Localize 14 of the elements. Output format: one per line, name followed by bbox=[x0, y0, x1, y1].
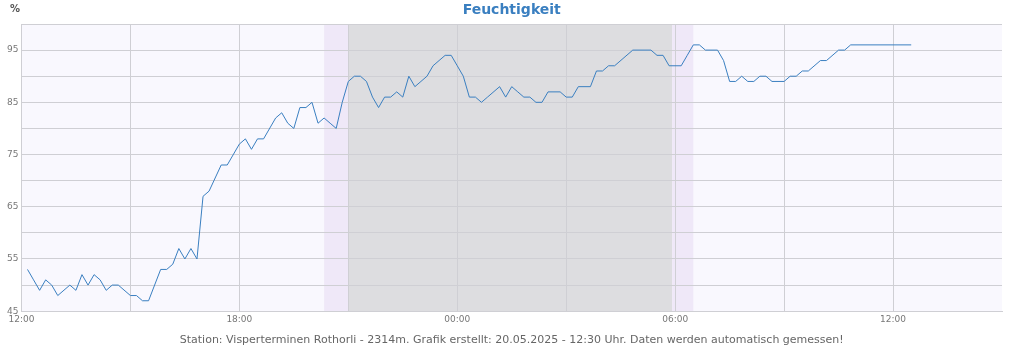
y-tick-label: 85 bbox=[7, 96, 19, 107]
y-tick-label: 65 bbox=[7, 201, 19, 212]
y-tick-label: 45 bbox=[7, 305, 19, 316]
chart-title: Feuchtigkeit bbox=[462, 0, 562, 17]
y-tick-label: 95 bbox=[7, 44, 19, 55]
x-tick-label: 12:00 bbox=[8, 313, 35, 324]
y-tick-label: 75 bbox=[7, 148, 19, 159]
y-tick-label: 55 bbox=[7, 253, 19, 264]
x-tick-label: 06:00 bbox=[662, 313, 689, 324]
x-tick-label: 12:00 bbox=[880, 313, 907, 324]
x-tick-label: 18:00 bbox=[226, 313, 253, 324]
y-axis-title: % bbox=[10, 2, 21, 14]
x-tick-label: 00:00 bbox=[444, 313, 471, 324]
text: Station: Visperterminen Rothorli - 2314m. Grafik erstellt: 20.05.2025 - 12:30 Uhr. Daten werden automatisch gemessen! bbox=[179, 332, 844, 346]
